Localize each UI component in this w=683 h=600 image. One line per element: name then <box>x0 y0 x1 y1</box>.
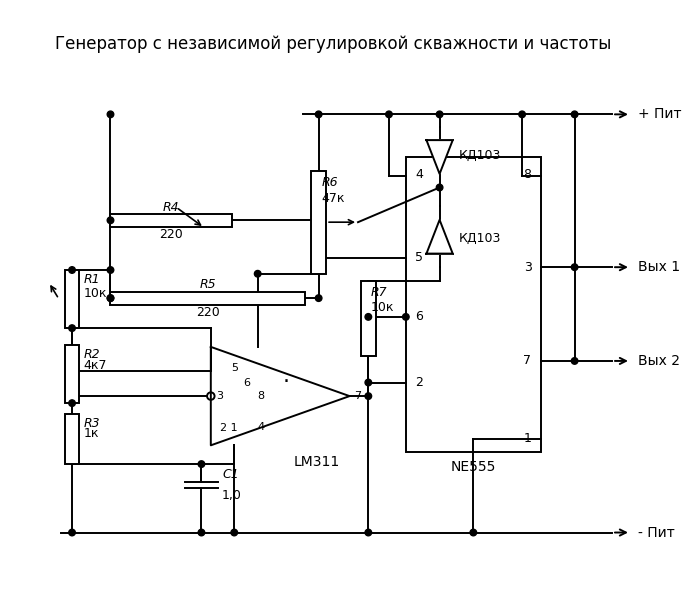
Text: 47к: 47к <box>322 192 345 205</box>
Circle shape <box>198 529 205 536</box>
Text: 220: 220 <box>160 228 183 241</box>
Text: 8: 8 <box>523 168 531 181</box>
Circle shape <box>571 264 578 271</box>
Circle shape <box>107 295 114 301</box>
Bar <box>66 345 79 403</box>
Text: R7: R7 <box>371 286 388 299</box>
Circle shape <box>316 111 322 118</box>
Circle shape <box>69 325 75 331</box>
Bar <box>111 292 305 305</box>
Circle shape <box>402 314 409 320</box>
Text: 3: 3 <box>217 391 223 401</box>
Text: + Пит: + Пит <box>639 107 682 121</box>
Text: 4: 4 <box>257 422 265 431</box>
Bar <box>66 415 79 464</box>
Text: ·: · <box>282 372 290 392</box>
Text: Вых 1: Вых 1 <box>639 260 680 274</box>
Text: 2 1: 2 1 <box>220 424 238 433</box>
Text: R5: R5 <box>199 278 216 292</box>
Text: 1: 1 <box>524 432 531 445</box>
Circle shape <box>365 314 372 320</box>
Text: 1к: 1к <box>83 427 99 440</box>
Text: 5: 5 <box>415 251 423 265</box>
Circle shape <box>254 271 261 277</box>
Text: 7: 7 <box>354 391 361 401</box>
Text: - Пит: - Пит <box>639 526 675 539</box>
Bar <box>66 270 79 328</box>
Text: 1,0: 1,0 <box>222 488 242 502</box>
Text: C1: C1 <box>222 468 239 481</box>
Polygon shape <box>426 140 453 174</box>
Bar <box>111 214 232 227</box>
Text: NE555: NE555 <box>451 460 496 474</box>
Circle shape <box>571 111 578 118</box>
Text: 220: 220 <box>195 305 219 319</box>
Text: 10к: 10к <box>83 287 107 300</box>
Circle shape <box>231 529 238 536</box>
Circle shape <box>69 400 75 406</box>
Bar <box>311 170 326 274</box>
Text: 10к: 10к <box>371 301 395 314</box>
Text: R2: R2 <box>83 348 100 361</box>
Text: 8: 8 <box>257 391 265 401</box>
Circle shape <box>519 111 525 118</box>
Text: LM311: LM311 <box>294 455 340 469</box>
Text: R4: R4 <box>163 200 180 214</box>
Circle shape <box>365 379 372 386</box>
Circle shape <box>69 267 75 273</box>
Circle shape <box>69 529 75 536</box>
Circle shape <box>107 111 114 118</box>
Circle shape <box>436 184 443 191</box>
Text: КД103: КД103 <box>458 232 501 245</box>
Bar <box>406 157 541 452</box>
Polygon shape <box>426 220 453 254</box>
Text: 7: 7 <box>523 355 531 367</box>
Circle shape <box>365 393 372 400</box>
Circle shape <box>316 295 322 301</box>
Circle shape <box>386 111 392 118</box>
Circle shape <box>571 358 578 364</box>
Text: 6: 6 <box>244 377 251 388</box>
Circle shape <box>107 267 114 273</box>
Polygon shape <box>211 347 350 445</box>
Text: R6: R6 <box>322 176 338 189</box>
Text: R1: R1 <box>83 273 100 286</box>
Text: КД103: КД103 <box>458 149 501 161</box>
Text: 2: 2 <box>415 376 423 389</box>
Text: Вых 2: Вых 2 <box>639 354 680 368</box>
Circle shape <box>107 295 114 301</box>
Text: Генератор с независимой регулировкой скважности и частоты: Генератор с независимой регулировкой скв… <box>55 35 612 53</box>
Bar <box>361 281 376 356</box>
Text: 4: 4 <box>415 168 423 181</box>
Circle shape <box>470 529 477 536</box>
Text: 5: 5 <box>232 362 238 373</box>
Text: 6: 6 <box>415 310 423 323</box>
Circle shape <box>107 217 114 224</box>
Text: R3: R3 <box>83 417 100 430</box>
Text: 4к7: 4к7 <box>83 359 107 372</box>
Circle shape <box>198 461 205 467</box>
Text: 3: 3 <box>524 260 531 274</box>
Circle shape <box>436 111 443 118</box>
Circle shape <box>365 529 372 536</box>
